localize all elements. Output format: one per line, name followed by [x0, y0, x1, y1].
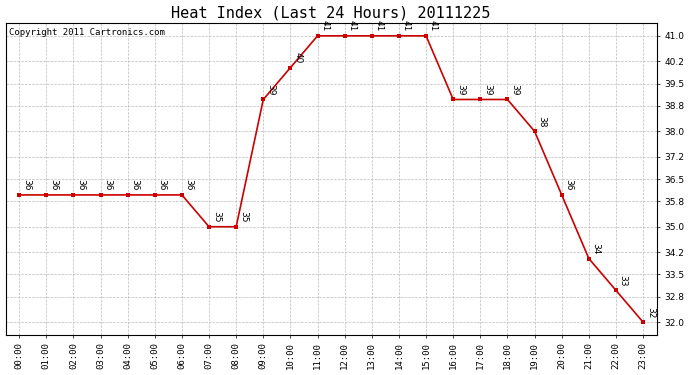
Text: 36: 36 [130, 179, 139, 191]
Text: 41: 41 [320, 20, 329, 32]
Text: 36: 36 [22, 179, 31, 191]
Text: 38: 38 [538, 116, 546, 127]
Title: Heat Index (Last 24 Hours) 20111225: Heat Index (Last 24 Hours) 20111225 [171, 6, 491, 21]
Text: 40: 40 [293, 52, 302, 63]
Text: 41: 41 [429, 20, 438, 32]
Text: 39: 39 [483, 84, 492, 95]
Text: 36: 36 [49, 179, 58, 191]
Text: 35: 35 [212, 211, 221, 223]
Text: 39: 39 [266, 84, 275, 95]
Text: 36: 36 [104, 179, 112, 191]
Text: 36: 36 [157, 179, 166, 191]
Text: 35: 35 [239, 211, 248, 223]
Text: 36: 36 [185, 179, 194, 191]
Text: 33: 33 [619, 275, 628, 286]
Text: 39: 39 [456, 84, 465, 95]
Text: 34: 34 [591, 243, 600, 254]
Text: 36: 36 [76, 179, 85, 191]
Text: 41: 41 [348, 20, 357, 32]
Text: 39: 39 [510, 84, 520, 95]
Text: Copyright 2011 Cartronics.com: Copyright 2011 Cartronics.com [9, 28, 165, 37]
Text: 41: 41 [402, 20, 411, 32]
Text: 36: 36 [564, 179, 573, 191]
Text: 32: 32 [646, 307, 655, 318]
Text: 41: 41 [375, 20, 384, 32]
